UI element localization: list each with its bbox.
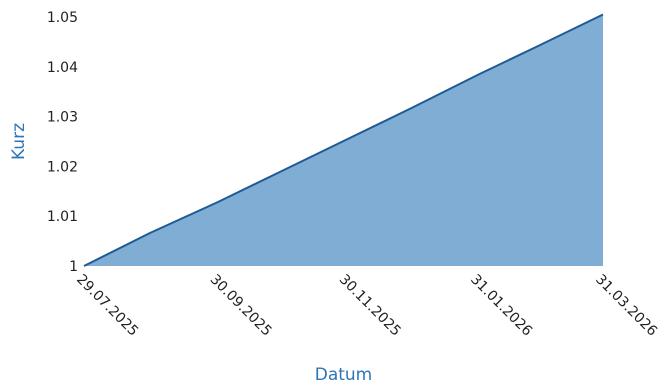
y-tick-label-3: 1.03 (47, 110, 78, 126)
y-tick-label-4: 1.04 (47, 60, 78, 76)
y-tick-label-2: 1.02 (47, 159, 78, 175)
y-tick-label-1: 1.01 (47, 209, 78, 225)
series-line (83, 13, 604, 267)
y-tick-label-0: 1 (69, 259, 78, 275)
x-tick-label-1: 30.09.2025 (207, 272, 275, 340)
x-tick-label-2: 30.11.2025 (336, 272, 404, 340)
x-tick-label-3: 31.01.2026 (467, 272, 535, 340)
y-axis-title: Kurz (9, 123, 29, 160)
x-axis-ticks: 29.07.2025 30.09.2025 30.11.2025 31.01.2026… (73, 272, 660, 340)
y-tick-label-5: 1.05 (47, 10, 78, 26)
x-tick-label-4: 31.03.2026 (592, 272, 660, 340)
plot-area (83, 13, 604, 267)
x-axis-title: Datum (315, 365, 373, 385)
y-axis-ticks: 1 1.01 1.02 1.03 1.04 1.05 (47, 10, 78, 275)
x-tick-label-0: 29.07.2025 (73, 272, 141, 340)
